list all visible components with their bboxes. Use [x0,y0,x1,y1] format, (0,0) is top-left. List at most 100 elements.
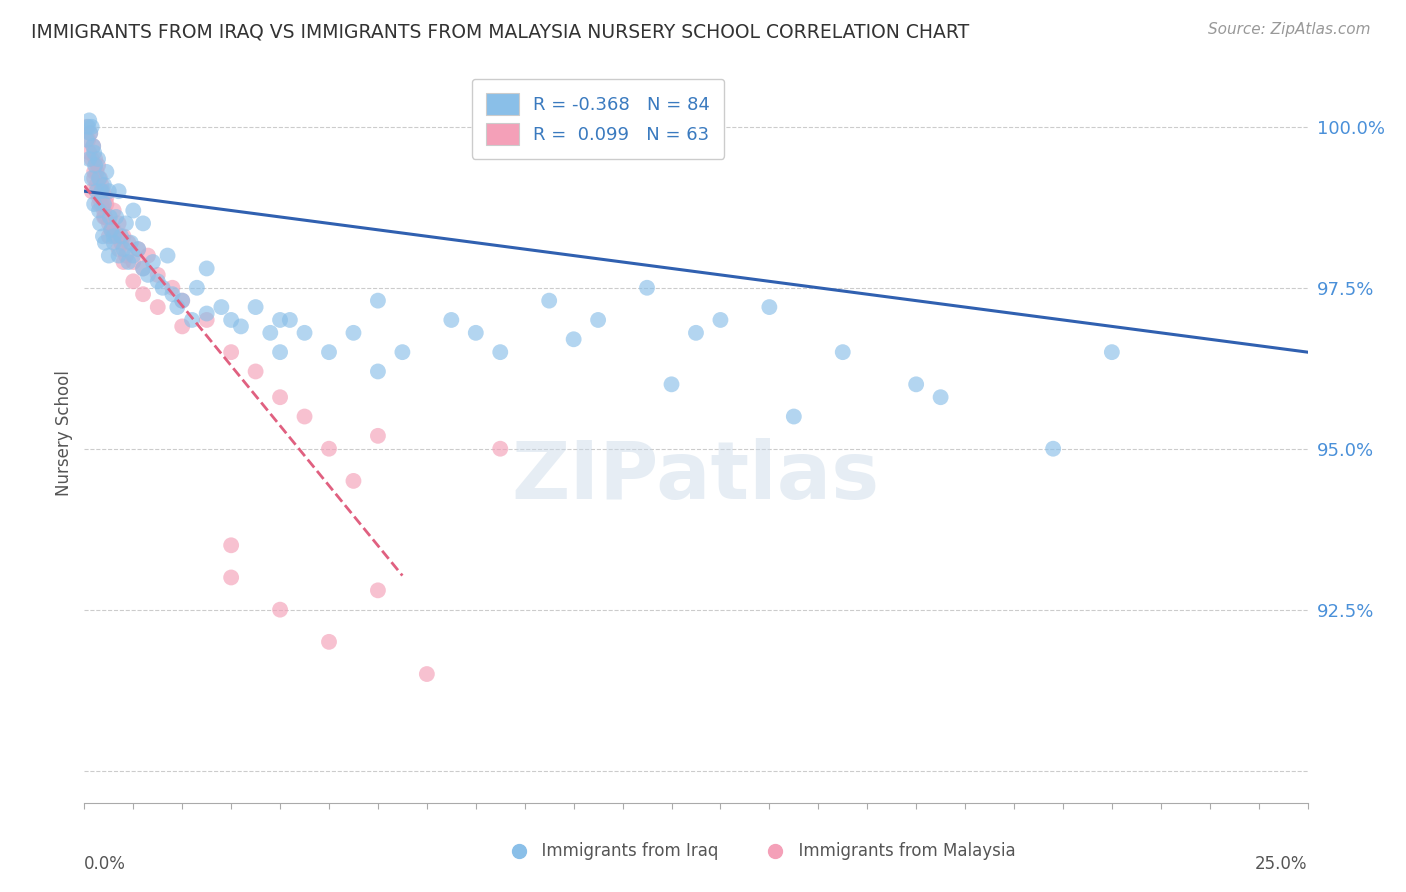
Point [905,377,928,392]
Point [146,300,169,314]
Point [107,184,129,198]
Y-axis label: Nursery School: Nursery School [55,369,73,496]
Point [132,261,155,276]
Point [112,255,135,269]
Point [367,583,389,598]
Point [77,120,100,134]
Point [77,145,100,160]
Point [245,364,267,378]
Point [464,326,486,340]
Point [87,152,110,166]
Point [318,635,340,649]
Point [758,300,780,314]
Point [122,249,145,263]
Point [77,113,100,128]
Point [929,390,952,404]
Point [538,293,561,308]
Point [219,570,242,584]
Point [122,274,145,288]
Point [117,255,139,269]
Point [86,178,108,192]
Point [103,229,125,244]
Point [80,171,103,186]
Point [318,345,340,359]
Point [105,210,128,224]
Point [80,184,103,198]
Point [76,133,98,147]
Point [166,300,188,314]
Point [97,184,120,198]
Point [89,216,111,230]
Point [103,223,125,237]
Point [80,152,103,166]
Point [107,216,129,230]
Point [87,158,110,172]
Point [93,178,115,192]
Point [318,442,340,456]
Point [105,229,128,244]
Point [122,203,145,218]
Point [269,313,291,327]
Point [94,235,117,250]
Point [146,268,169,282]
Point [367,429,389,443]
Point [127,242,149,256]
Point [562,332,585,346]
Point [97,216,120,230]
Point [1042,442,1064,456]
Text: Source: ZipAtlas.com: Source: ZipAtlas.com [1208,22,1371,37]
Point [77,152,100,166]
Point [120,235,142,250]
Point [195,306,218,320]
Text: ZIPatlas: ZIPatlas [512,438,880,516]
Point [79,126,101,140]
Point [96,197,118,211]
Point [77,133,100,147]
Point [112,242,135,256]
Point [132,216,155,230]
Point [115,249,138,263]
Point [97,249,120,263]
Point [86,165,108,179]
Point [107,249,129,263]
Point [195,261,218,276]
Point [219,345,242,359]
Point [110,229,132,244]
Point [152,281,174,295]
Point [82,139,104,153]
Point [489,442,512,456]
Point [783,409,806,424]
Point [98,210,121,224]
Point [636,281,658,295]
Point [172,293,194,308]
Point [90,184,112,198]
Point [122,255,145,269]
Point [367,293,389,308]
Point [136,268,159,282]
Point [209,300,232,314]
Point [83,197,105,211]
Point [586,313,609,327]
Point [76,120,98,134]
Point [91,184,114,198]
Point [269,345,291,359]
Point [685,326,707,340]
Point [103,235,125,250]
Point [146,274,169,288]
Text: 0.0%: 0.0% [84,855,127,872]
Point [115,216,138,230]
Point [107,242,129,256]
Point [90,197,112,211]
Point [112,229,135,244]
Point [269,390,291,404]
Point [84,158,107,172]
Point [97,229,120,244]
Point [181,313,204,327]
Point [391,345,413,359]
Point [83,165,105,179]
Point [79,126,101,140]
Point [278,313,301,327]
Point [100,223,122,237]
Text: IMMIGRANTS FROM IRAQ VS IMMIGRANTS FROM MALAYSIA NURSERY SCHOOL CORRELATION CHAR: IMMIGRANTS FROM IRAQ VS IMMIGRANTS FROM … [31,22,969,41]
Point [90,178,112,192]
